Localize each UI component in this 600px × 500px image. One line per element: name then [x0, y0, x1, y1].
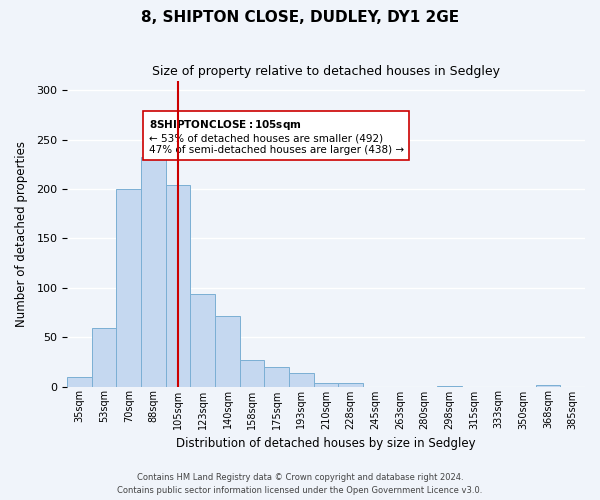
Bar	[166, 185, 190, 386]
Bar	[141, 156, 166, 386]
Title: Size of property relative to detached houses in Sedgley: Size of property relative to detached ho…	[152, 65, 500, 78]
Bar	[314, 382, 338, 386]
Bar	[240, 360, 265, 386]
Bar	[265, 367, 289, 386]
Bar	[536, 384, 560, 386]
Bar	[116, 189, 141, 386]
Y-axis label: Number of detached properties: Number of detached properties	[15, 140, 28, 326]
Text: Contains HM Land Registry data © Crown copyright and database right 2024.
Contai: Contains HM Land Registry data © Crown c…	[118, 474, 482, 495]
Bar	[190, 294, 215, 386]
X-axis label: Distribution of detached houses by size in Sedgley: Distribution of detached houses by size …	[176, 437, 476, 450]
Bar	[92, 328, 116, 386]
Bar	[289, 372, 314, 386]
Bar	[67, 376, 92, 386]
Text: $\bf{8 SHIPTON CLOSE: 105sqm}$
← 53% of detached houses are smaller (492)
47% of: $\bf{8 SHIPTON CLOSE: 105sqm}$ ← 53% of …	[149, 118, 404, 156]
Bar	[338, 382, 363, 386]
Text: 8, SHIPTON CLOSE, DUDLEY, DY1 2GE: 8, SHIPTON CLOSE, DUDLEY, DY1 2GE	[141, 10, 459, 25]
Bar	[215, 316, 240, 386]
